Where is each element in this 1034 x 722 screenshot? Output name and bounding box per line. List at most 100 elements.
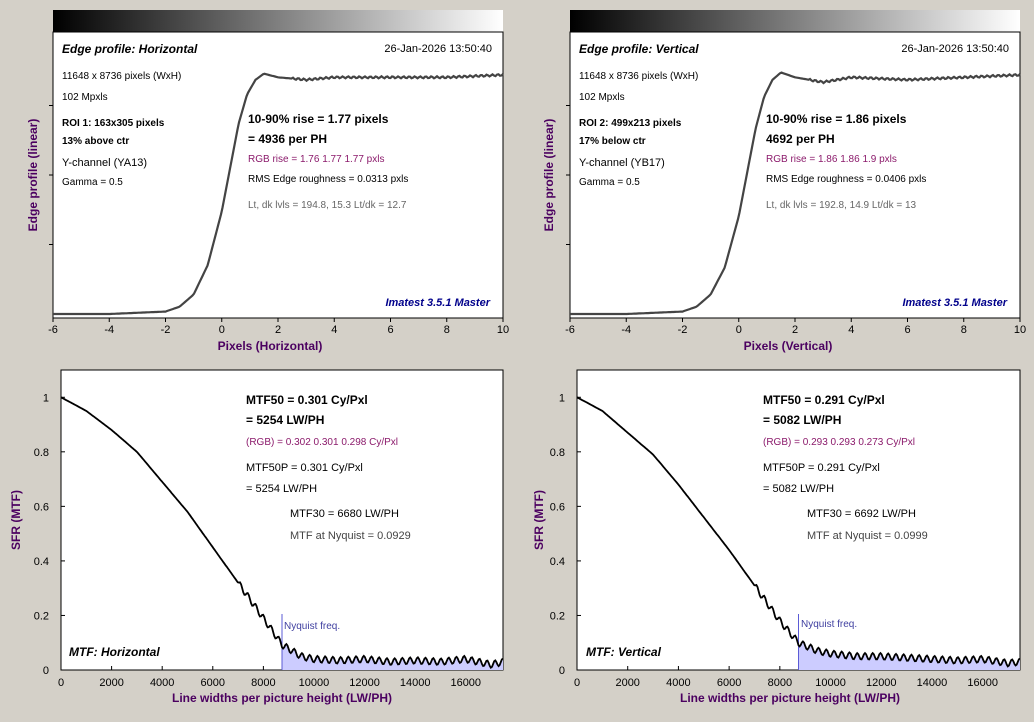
edge-panel-horizontal: -6 -4 -2 0 2 4 6 8 10 Edge profile: Horizontal 2… xyxy=(26,10,509,353)
grayscale-strip xyxy=(570,10,1020,32)
imatest-watermark: Imatest 3.5.1 Master xyxy=(902,297,1007,309)
x-tick-label: 2 xyxy=(275,324,281,336)
edge-title: Edge profile: Vertical xyxy=(579,42,699,56)
y-tick-label: 0.4 xyxy=(550,556,565,568)
image-size: 11648 x 8736 pixels (WxH) xyxy=(579,71,698,82)
rgb-mtf50: (RGB) = 0.302 0.301 0.298 Cy/Pxl xyxy=(246,437,398,448)
mtf-curve xyxy=(60,396,504,670)
mtf-curve xyxy=(576,396,1021,668)
roi-size: ROI 2: 499x213 pixels xyxy=(579,118,682,129)
x-tick-label: 2000 xyxy=(99,677,123,689)
roi-location: 17% below ctr xyxy=(579,136,646,147)
light-dark-levels: Lt, dk lvls = 194.8, 15.3 Lt/dk = 12.7 xyxy=(248,200,407,211)
channel: Y-channel (YB17) xyxy=(579,157,665,169)
x-tick-label: 0 xyxy=(574,677,580,689)
mtf30-value: MTF30 = 6680 LW/PH xyxy=(290,508,399,520)
x-tick-label: -4 xyxy=(621,324,631,336)
nyquist-shaded-region xyxy=(798,641,1020,670)
x-tick-label: 10000 xyxy=(299,677,330,689)
y-tick-label: 1 xyxy=(559,392,565,404)
x-tick-label: 0 xyxy=(219,324,225,336)
mtf-panel-label: MTF: Vertical xyxy=(586,645,662,659)
x-tick-label: 10 xyxy=(497,324,509,336)
x-tick-label: 14000 xyxy=(917,677,948,689)
x-tick-label: 10 xyxy=(1014,324,1026,336)
x-tick-label: 12000 xyxy=(349,677,380,689)
rgb-rise: RGB rise = 1.86 1.86 1.9 pxls xyxy=(766,154,897,165)
x-tick-label: 0 xyxy=(58,677,64,689)
x-tick-label: 2000 xyxy=(615,677,639,689)
x-axis-label: Line widths per picture height (LW/PH) xyxy=(172,691,392,705)
x-tick-label: 6000 xyxy=(717,677,741,689)
y-axis-label: Edge profile (linear) xyxy=(26,119,40,232)
y-tick-label: 0.8 xyxy=(34,447,49,459)
x-tick-label: 8000 xyxy=(768,677,792,689)
x-tick-label: 14000 xyxy=(400,677,431,689)
mtf50p-value: MTF50P = 0.291 Cy/Pxl xyxy=(763,462,880,474)
y-tick-label: 0.4 xyxy=(34,556,49,568)
x-tick-label: 4 xyxy=(848,324,854,336)
rgb-mtf50: (RGB) = 0.293 0.293 0.273 Cy/Pxl xyxy=(763,437,915,448)
megapixels: 102 Mpxls xyxy=(579,92,625,103)
timestamp: 26-Jan-2026 13:50:40 xyxy=(901,43,1009,55)
rise-value: 10-90% rise = 1.77 pixels xyxy=(248,112,389,126)
x-tick-label: 6 xyxy=(904,324,910,336)
rms-roughness: RMS Edge roughness = 0.0313 pxls xyxy=(248,174,408,185)
channel: Y-channel (YA13) xyxy=(62,157,147,169)
roi-location: 13% above ctr xyxy=(62,136,129,147)
rise-per-ph: 4692 per PH xyxy=(766,132,835,146)
y-tick-label: 0.2 xyxy=(550,610,565,622)
x-tick-label: 8 xyxy=(444,324,450,336)
y-tick-label: 0.6 xyxy=(34,501,49,513)
nyquist-label: Nyquist freq. xyxy=(284,621,340,632)
x-tick-label: 12000 xyxy=(866,677,897,689)
y-tick-label: 0 xyxy=(43,665,49,677)
mtf-at-nyquist: MTF at Nyquist = 0.0999 xyxy=(807,530,928,542)
x-axis-label: Pixels (Horizontal) xyxy=(218,339,323,353)
y-tick-label: 0.6 xyxy=(550,501,565,513)
x-tick-label: 8000 xyxy=(251,677,275,689)
x-tick-label: -2 xyxy=(678,324,688,336)
grayscale-strip xyxy=(53,10,503,32)
x-axis-label: Line widths per picture height (LW/PH) xyxy=(680,691,900,705)
y-tick-label: 0 xyxy=(559,665,565,677)
gamma: Gamma = 0.5 xyxy=(579,177,640,188)
megapixels: 102 Mpxls xyxy=(62,92,108,103)
x-tick-label: 8 xyxy=(961,324,967,336)
imatest-watermark: Imatest 3.5.1 Master xyxy=(385,297,490,309)
mtf30-value: MTF30 = 6692 LW/PH xyxy=(807,508,916,520)
mtf50-value: MTF50 = 0.291 Cy/Pxl xyxy=(763,393,885,407)
y-axis-label: Edge profile (linear) xyxy=(542,119,556,232)
mtf50p-lwph: = 5082 LW/PH xyxy=(763,483,834,495)
mtf50-lwph: = 5254 LW/PH xyxy=(246,413,324,427)
x-tick-label: -6 xyxy=(48,324,58,336)
y-axis-label: SFR (MTF) xyxy=(9,490,23,550)
x-tick-label: 4 xyxy=(331,324,337,336)
rise-per-ph: = 4936 per PH xyxy=(248,132,327,146)
rgb-rise: RGB rise = 1.76 1.77 1.77 pxls xyxy=(248,154,384,165)
nyquist-label: Nyquist freq. xyxy=(801,619,857,630)
x-tick-label: 10000 xyxy=(815,677,846,689)
image-size: 11648 x 8736 pixels (WxH) xyxy=(62,71,181,82)
mtf-panel-label: MTF: Horizontal xyxy=(69,645,160,659)
roi-size: ROI 1: 163x305 pixels xyxy=(62,118,165,129)
x-tick-label: 16000 xyxy=(450,677,481,689)
x-tick-label: -6 xyxy=(565,324,575,336)
mtf-at-nyquist: MTF at Nyquist = 0.0929 xyxy=(290,530,411,542)
x-tick-label: 16000 xyxy=(967,677,998,689)
y-axis-label: SFR (MTF) xyxy=(532,490,546,550)
edge-title: Edge profile: Horizontal xyxy=(62,42,198,56)
x-tick-label: 0 xyxy=(736,324,742,336)
edge-profile-curve xyxy=(53,72,504,316)
mtf50-value: MTF50 = 0.301 Cy/Pxl xyxy=(246,393,368,407)
mtf50p-lwph: = 5254 LW/PH xyxy=(246,483,317,495)
x-tick-label: 2 xyxy=(792,324,798,336)
y-tick-label: 1 xyxy=(43,392,49,404)
y-tick-label: 0.2 xyxy=(34,610,49,622)
mtf50-lwph: = 5082 LW/PH xyxy=(763,413,841,427)
y-tick-label: 0.8 xyxy=(550,447,565,459)
x-tick-label: 4000 xyxy=(150,677,174,689)
x-tick-label: 6000 xyxy=(201,677,225,689)
rise-value: 10-90% rise = 1.86 pixels xyxy=(766,112,907,126)
